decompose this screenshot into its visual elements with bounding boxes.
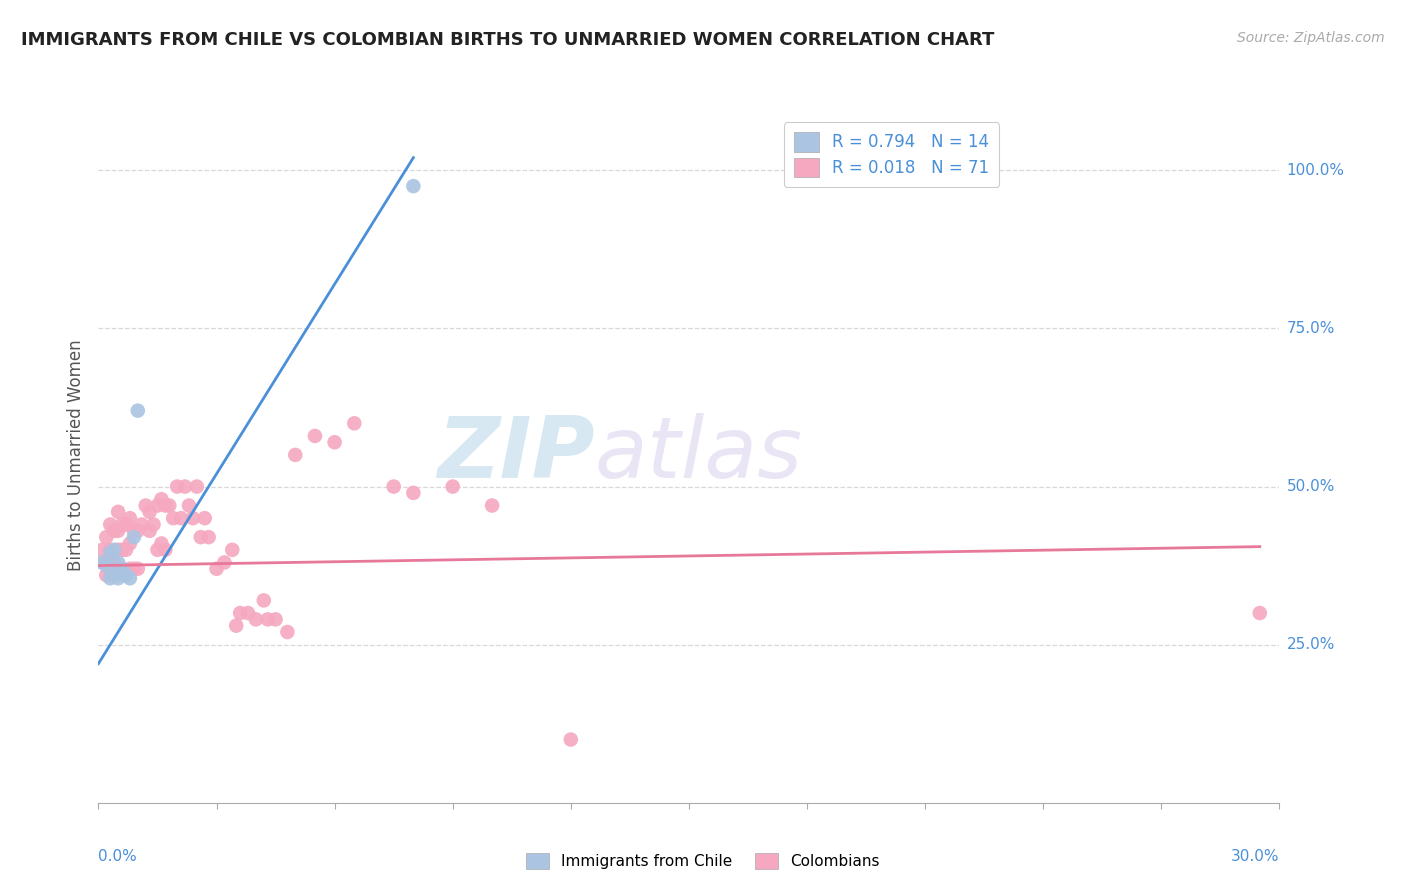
Point: [107, 571, 129, 585]
Point: [122, 562, 145, 576]
Point: [229, 606, 252, 620]
Point: [221, 542, 243, 557]
Point: [122, 530, 145, 544]
Point: [91, 542, 114, 557]
Point: [146, 542, 169, 557]
Point: [103, 556, 125, 570]
Text: IMMIGRANTS FROM CHILE VS COLOMBIAN BIRTHS TO UNMARRIED WOMEN CORRELATION CHART: IMMIGRANTS FROM CHILE VS COLOMBIAN BIRTH…: [21, 31, 994, 49]
Point: [118, 511, 141, 525]
Point: [98, 571, 121, 585]
Point: [115, 568, 138, 582]
Point: [127, 403, 149, 417]
Point: [115, 542, 138, 557]
Text: ZIP: ZIP: [437, 413, 595, 497]
Point: [205, 562, 228, 576]
Point: [157, 499, 180, 513]
Point: [304, 429, 326, 443]
Point: [96, 556, 118, 570]
Point: [98, 562, 121, 576]
Point: [107, 505, 129, 519]
Point: [481, 499, 503, 513]
Point: [103, 524, 125, 538]
Y-axis label: Births to Unmarried Women: Births to Unmarried Women: [66, 339, 84, 571]
Point: [190, 530, 212, 544]
Point: [118, 562, 141, 576]
Point: [155, 542, 177, 557]
Point: [111, 517, 134, 532]
Point: [107, 562, 129, 576]
Point: [118, 536, 141, 550]
Legend: Immigrants from Chile, Colombians: Immigrants from Chile, Colombians: [520, 847, 886, 875]
Point: [138, 524, 160, 538]
Text: 25.0%: 25.0%: [1286, 637, 1334, 652]
Point: [441, 479, 464, 493]
Point: [197, 530, 219, 544]
Point: [402, 486, 425, 500]
Point: [91, 556, 114, 570]
Point: [236, 606, 259, 620]
Point: [382, 479, 405, 493]
Point: [276, 625, 298, 640]
Point: [127, 562, 149, 576]
Point: [343, 417, 366, 431]
Point: [111, 562, 134, 576]
Text: 50.0%: 50.0%: [1286, 479, 1334, 494]
Point: [96, 558, 118, 573]
Text: 30.0%: 30.0%: [1232, 849, 1279, 863]
Point: [107, 556, 129, 570]
Point: [174, 479, 197, 493]
Point: [103, 568, 125, 582]
Point: [103, 542, 125, 557]
Point: [96, 530, 118, 544]
Point: [107, 524, 129, 538]
Point: [150, 492, 173, 507]
Text: atlas: atlas: [595, 413, 803, 497]
Point: [103, 568, 125, 582]
Point: [115, 568, 138, 582]
Point: [560, 732, 582, 747]
Text: Source: ZipAtlas.com: Source: ZipAtlas.com: [1237, 31, 1385, 45]
Point: [111, 562, 134, 576]
Point: [323, 435, 346, 450]
Point: [98, 546, 121, 560]
Point: [111, 542, 134, 557]
Point: [150, 536, 173, 550]
Point: [98, 542, 121, 557]
Point: [166, 479, 188, 493]
Text: 75.0%: 75.0%: [1286, 321, 1334, 336]
Text: 0.0%: 0.0%: [98, 849, 138, 863]
Point: [194, 511, 217, 525]
Point: [186, 479, 208, 493]
Point: [225, 618, 247, 632]
Text: 100.0%: 100.0%: [1286, 163, 1344, 178]
Point: [98, 517, 121, 532]
Point: [115, 517, 138, 532]
Point: [402, 179, 425, 194]
Point: [142, 517, 165, 532]
Point: [253, 593, 276, 607]
Point: [91, 556, 114, 570]
Point: [214, 556, 236, 570]
Point: [135, 499, 157, 513]
Point: [1249, 606, 1271, 620]
Point: [155, 499, 177, 513]
Legend: R = 0.794   N = 14, R = 0.018   N = 71: R = 0.794 N = 14, R = 0.018 N = 71: [785, 122, 1000, 187]
Point: [162, 511, 184, 525]
Point: [138, 505, 160, 519]
Point: [245, 612, 267, 626]
Point: [264, 612, 287, 626]
Point: [96, 568, 118, 582]
Point: [122, 524, 145, 538]
Point: [107, 542, 129, 557]
Point: [170, 511, 193, 525]
Point: [131, 517, 153, 532]
Point: [146, 499, 169, 513]
Point: [284, 448, 307, 462]
Point: [118, 571, 141, 585]
Point: [256, 612, 278, 626]
Point: [177, 499, 200, 513]
Point: [181, 511, 204, 525]
Point: [127, 524, 149, 538]
